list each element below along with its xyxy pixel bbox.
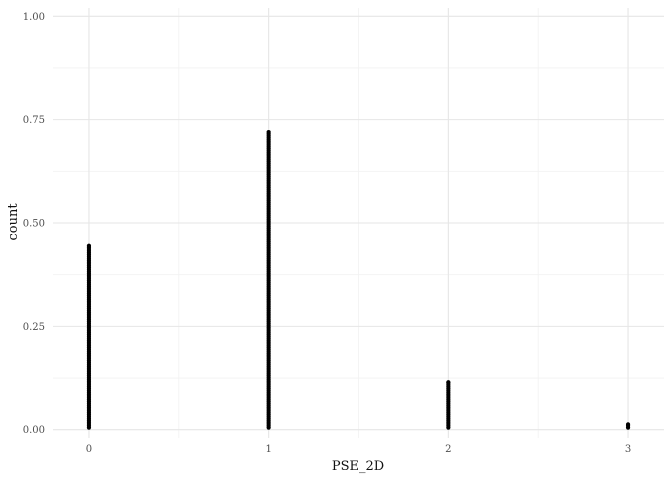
x-tick-label: 0 (86, 444, 92, 455)
x-axis-title: PSE_2D (332, 459, 384, 474)
y-tick-label: 0.00 (23, 425, 45, 436)
y-tick-label: 1.00 (23, 12, 45, 23)
points-layer (86, 129, 631, 430)
y-tick-label: 0.25 (23, 322, 45, 333)
x-tick-label: 3 (625, 444, 631, 455)
x-tick-label: 1 (265, 444, 271, 455)
data-point (625, 422, 631, 427)
y-tick-label: 0.75 (23, 115, 45, 126)
data-point (86, 243, 92, 248)
data-point (446, 380, 451, 385)
grid-layer (53, 8, 664, 438)
y-tick-labels: 0.00 0.25 0.50 0.75 1.00 (23, 12, 45, 436)
y-tick-label: 0.50 (23, 219, 45, 230)
x-tick-label: 2 (445, 444, 451, 455)
data-point (266, 129, 271, 135)
x-tick-labels: 0 1 2 3 (86, 444, 631, 455)
y-axis-title: count (6, 203, 21, 241)
